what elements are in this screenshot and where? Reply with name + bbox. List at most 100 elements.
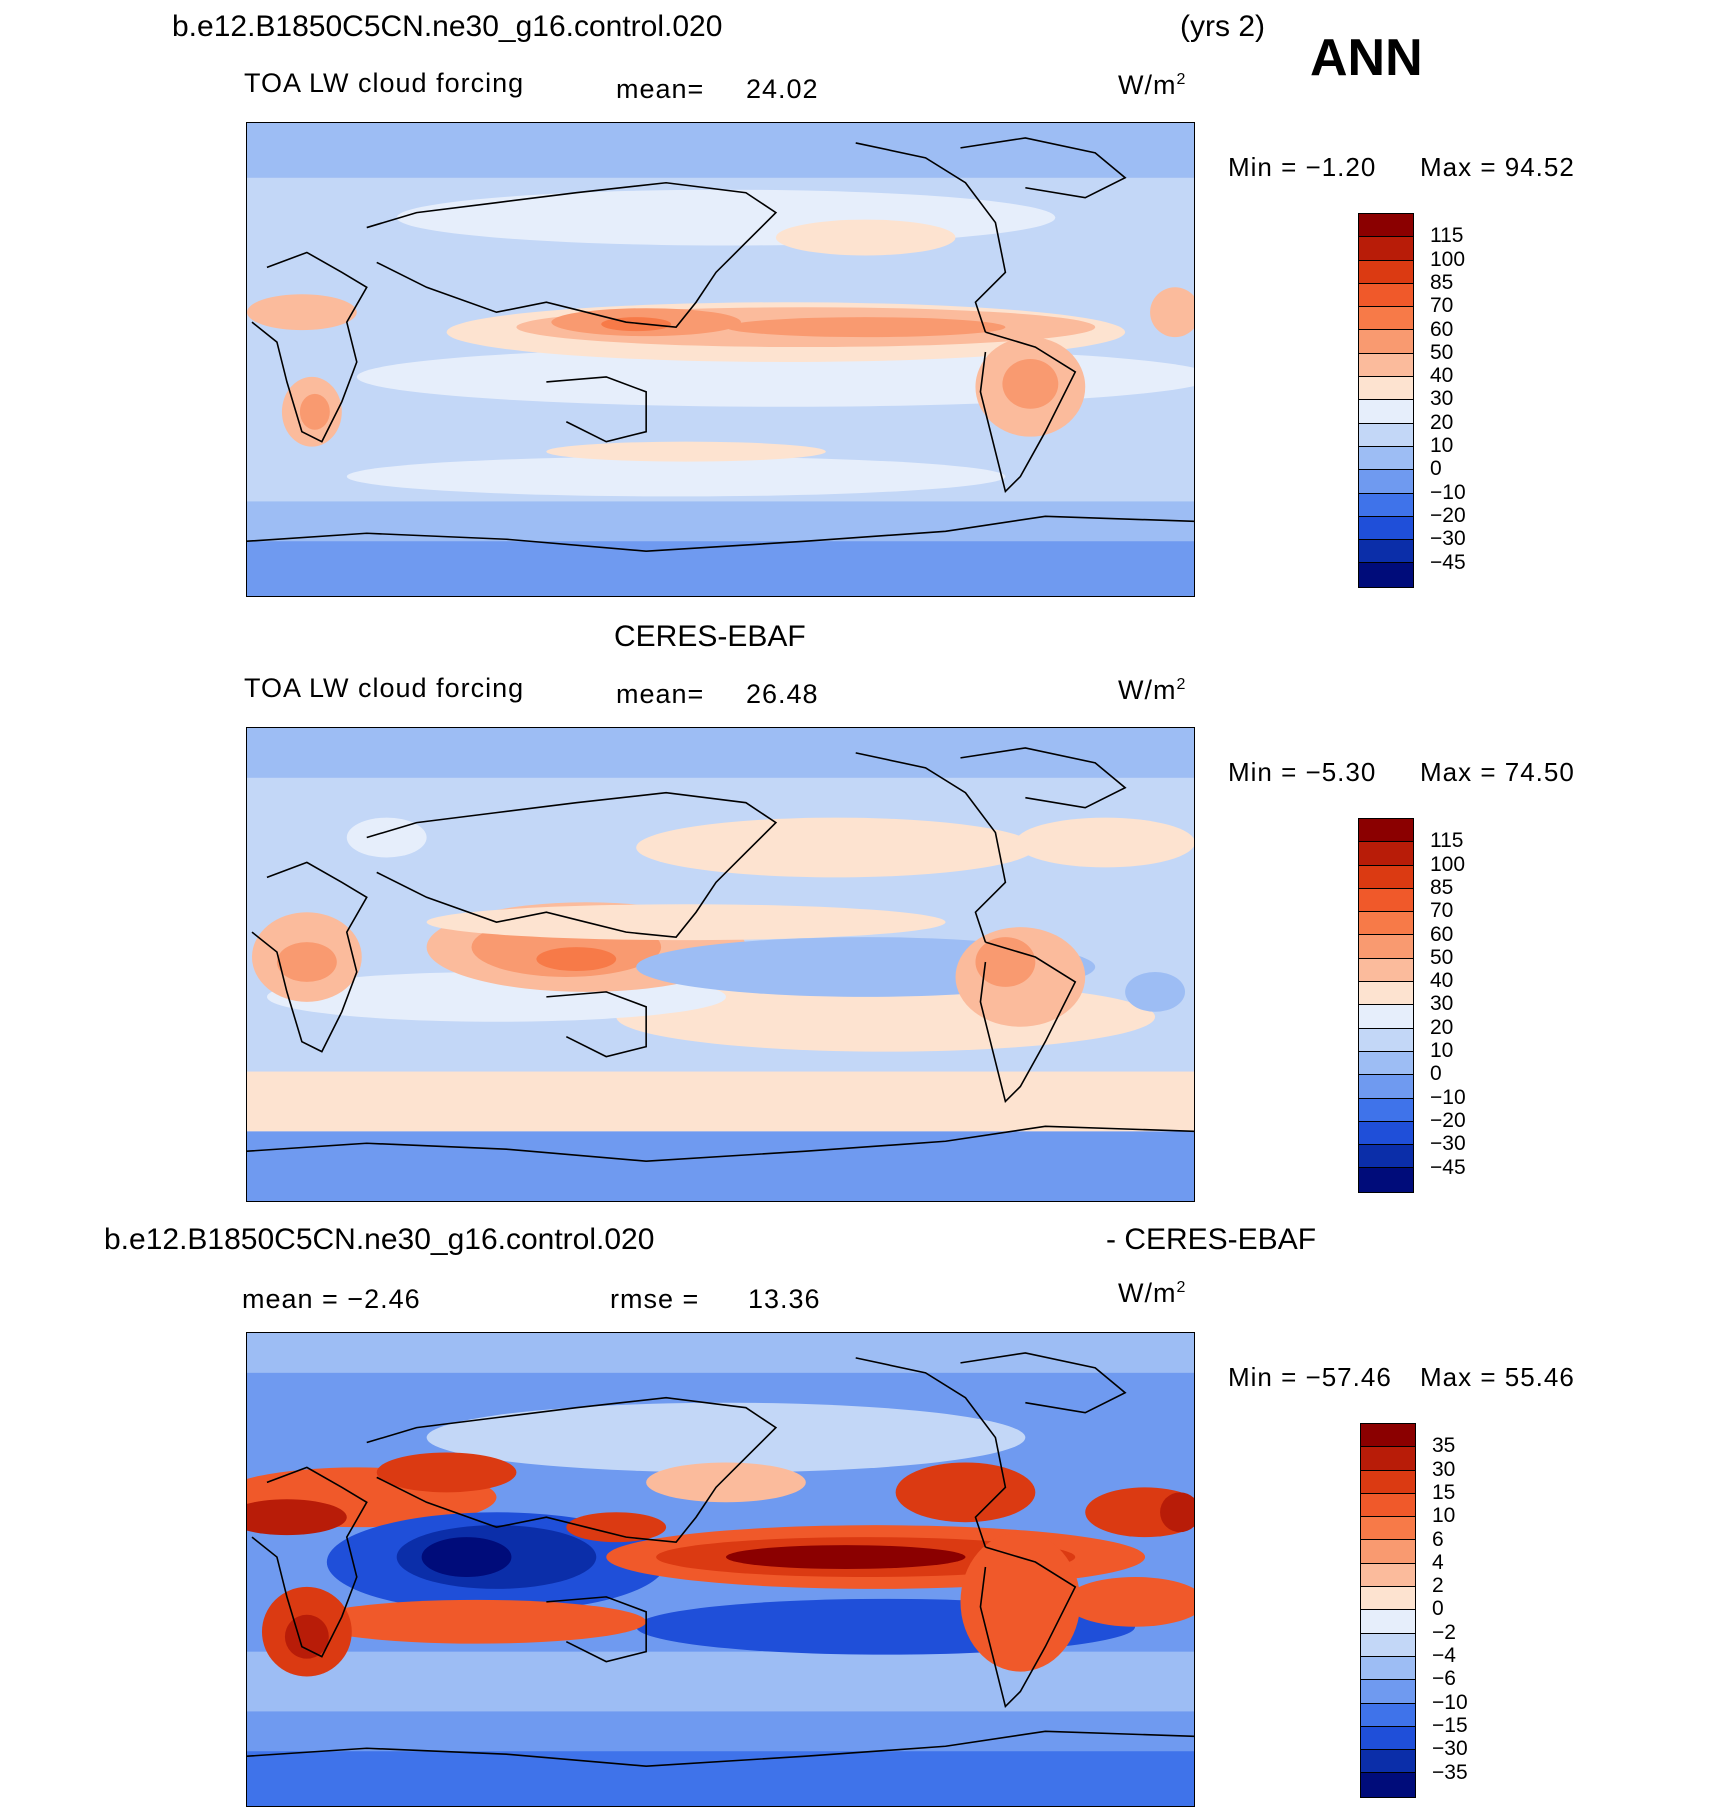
colorbar-swatch bbox=[1359, 423, 1413, 447]
panel3-title-left: b.e12.B1850C5CN.ne30_g16.control.020 bbox=[104, 1223, 655, 1256]
panel2-units: W/m2 bbox=[1118, 675, 1187, 705]
panel3-title-right: - CERES-EBAF bbox=[1106, 1223, 1317, 1256]
colorbar-label: −6 bbox=[1432, 1667, 1456, 1691]
colorbar-swatch bbox=[1359, 400, 1413, 424]
colorbar-label: −30 bbox=[1430, 1132, 1466, 1156]
colorbar-swatch bbox=[1361, 1656, 1415, 1681]
colorbar-label: 70 bbox=[1430, 899, 1454, 923]
colorbar-label: 50 bbox=[1430, 340, 1454, 364]
colorbar-swatch bbox=[1359, 1075, 1413, 1099]
colorbar-swatch bbox=[1361, 1424, 1415, 1448]
colorbar-swatch bbox=[1359, 912, 1413, 936]
colorbar-label: −45 bbox=[1430, 1155, 1466, 1179]
colorbar-label: 100 bbox=[1430, 247, 1466, 271]
panel3-map bbox=[246, 1332, 1195, 1807]
colorbar-swatch bbox=[1359, 237, 1413, 261]
colorbar-label: 10 bbox=[1432, 1504, 1456, 1528]
colorbar-swatch bbox=[1361, 1750, 1415, 1774]
colorbar-swatch bbox=[1359, 446, 1413, 471]
panel2-variable-label: TOA LW cloud forcing bbox=[244, 673, 525, 703]
colorbar-label: 40 bbox=[1430, 969, 1454, 993]
panel2-map bbox=[246, 727, 1195, 1202]
colorbar-label: 100 bbox=[1430, 852, 1466, 876]
colorbar-swatch bbox=[1359, 1168, 1413, 1192]
panel3-mean: mean = −2.46 bbox=[242, 1284, 421, 1314]
colorbar-label: 15 bbox=[1432, 1480, 1456, 1504]
colorbar-label: 30 bbox=[1430, 387, 1454, 411]
colorbar-label: 85 bbox=[1430, 875, 1454, 899]
colorbar-swatch bbox=[1361, 1633, 1415, 1657]
colorbar-label: 115 bbox=[1430, 829, 1464, 853]
colorbar-swatch bbox=[1361, 1610, 1415, 1634]
colorbar-swatch bbox=[1359, 958, 1413, 983]
colorbar-swatch bbox=[1359, 1121, 1413, 1146]
colorbar-label: 50 bbox=[1430, 945, 1454, 969]
colorbar-label: 115 bbox=[1430, 224, 1464, 248]
colorbar-swatch bbox=[1359, 493, 1413, 517]
colorbar-swatch bbox=[1361, 1447, 1415, 1471]
colorbar-label: 0 bbox=[1430, 1062, 1442, 1086]
colorbar-label: 6 bbox=[1432, 1527, 1444, 1551]
colorbar-swatch bbox=[1361, 1470, 1415, 1494]
colorbar-label: −10 bbox=[1432, 1690, 1468, 1714]
colorbar-swatch bbox=[1359, 1005, 1413, 1029]
panel3-rmse-value: 13.36 bbox=[748, 1284, 821, 1314]
colorbar-label: 60 bbox=[1430, 317, 1454, 341]
panel3-units: W/m2 bbox=[1118, 1278, 1187, 1308]
colorbar-label: 2 bbox=[1432, 1574, 1444, 1598]
years-label: (yrs 2) bbox=[1180, 10, 1265, 43]
colorbar-swatch bbox=[1361, 1680, 1415, 1704]
colorbar-swatch bbox=[1361, 1587, 1415, 1611]
colorbar-label: 4 bbox=[1432, 1550, 1444, 1574]
panel2-min: Min = −5.30 bbox=[1228, 757, 1377, 787]
panel2-mean-label: mean= bbox=[616, 679, 705, 709]
panel2-title: CERES-EBAF bbox=[614, 620, 806, 653]
colorbar-label: −20 bbox=[1430, 503, 1466, 527]
colorbar-swatch bbox=[1359, 330, 1413, 354]
panel1-units: W/m2 bbox=[1118, 70, 1187, 100]
colorbar-label: 60 bbox=[1430, 922, 1454, 946]
colorbar-swatch bbox=[1361, 1703, 1415, 1727]
colorbar-label: −30 bbox=[1432, 1737, 1468, 1761]
colorbar-swatch bbox=[1359, 563, 1413, 587]
colorbar-swatch bbox=[1359, 819, 1413, 843]
colorbar-swatch bbox=[1359, 353, 1413, 378]
panel1-map bbox=[246, 122, 1195, 597]
panel2-map-field bbox=[247, 728, 1194, 1201]
colorbar-swatch bbox=[1359, 470, 1413, 494]
colorbar-swatch bbox=[1359, 865, 1413, 889]
colorbar-swatch bbox=[1359, 260, 1413, 284]
colorbar-swatch bbox=[1359, 307, 1413, 331]
panel3-colorbar bbox=[1360, 1423, 1416, 1798]
colorbar-label: −15 bbox=[1432, 1713, 1468, 1737]
colorbar-label: 35 bbox=[1432, 1434, 1456, 1458]
panel1-mean-value: 24.02 bbox=[746, 74, 819, 104]
colorbar-label: 0 bbox=[1432, 1597, 1444, 1621]
colorbar-swatch bbox=[1359, 283, 1413, 308]
colorbar-swatch bbox=[1361, 1563, 1415, 1588]
colorbar-label: −20 bbox=[1430, 1108, 1466, 1132]
colorbar-label: 0 bbox=[1430, 457, 1442, 481]
colorbar-swatch bbox=[1359, 842, 1413, 866]
colorbar-label: −30 bbox=[1430, 527, 1466, 551]
panel1-max: Max = 94.52 bbox=[1420, 152, 1575, 182]
panel1-min: Min = −1.20 bbox=[1228, 152, 1377, 182]
panel1-map-field bbox=[247, 123, 1194, 596]
colorbar-swatch bbox=[1359, 1145, 1413, 1169]
colorbar-label: 30 bbox=[1430, 992, 1454, 1016]
colorbar-swatch bbox=[1359, 540, 1413, 564]
colorbar-label: −10 bbox=[1430, 1085, 1466, 1109]
panel3-max: Max = 55.46 bbox=[1420, 1362, 1575, 1392]
colorbar-label: 10 bbox=[1430, 434, 1454, 457]
colorbar-label: −35 bbox=[1432, 1760, 1468, 1784]
colorbar-label: 20 bbox=[1430, 1015, 1454, 1039]
colorbar-swatch bbox=[1361, 1726, 1415, 1751]
colorbar-swatch bbox=[1359, 1098, 1413, 1122]
colorbar-swatch bbox=[1359, 935, 1413, 959]
panel3-map-field bbox=[247, 1333, 1194, 1806]
colorbar-swatch bbox=[1361, 1493, 1415, 1518]
panel3-min: Min = −57.46 bbox=[1228, 1362, 1392, 1392]
case-title: b.e12.B1850C5CN.ne30_g16.control.020 bbox=[172, 10, 723, 43]
panel3-rmse-label: rmse = bbox=[610, 1284, 700, 1314]
colorbar-label: −45 bbox=[1430, 550, 1466, 574]
